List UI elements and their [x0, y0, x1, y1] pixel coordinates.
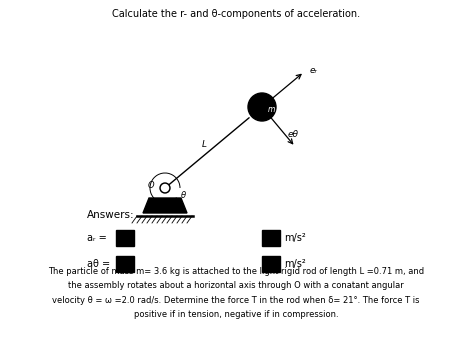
Text: The particle of mass m= 3.6 kg is attached to the light rigid rod of length L =0: The particle of mass m= 3.6 kg is attach… — [48, 267, 424, 275]
Text: O: O — [148, 181, 154, 191]
Text: the assembly rotates about a horizontal axis through O with a conatant angular: the assembly rotates about a horizontal … — [68, 281, 404, 290]
Circle shape — [160, 183, 170, 193]
Text: eθ: eθ — [288, 130, 299, 139]
Polygon shape — [143, 198, 187, 213]
Text: L: L — [202, 140, 207, 149]
Text: aᵣ =: aᵣ = — [87, 233, 107, 243]
Circle shape — [248, 93, 276, 121]
Bar — [262, 230, 280, 246]
Text: eᵣ: eᵣ — [309, 66, 317, 75]
Bar — [116, 230, 134, 246]
Bar — [116, 256, 134, 272]
Bar — [262, 256, 280, 272]
Text: m: m — [268, 104, 275, 114]
Text: Answers:: Answers: — [87, 210, 135, 220]
Text: Calculate the r- and θ-components of acceleration.: Calculate the r- and θ-components of acc… — [112, 9, 360, 19]
Text: positive if in tension, negative if in compression.: positive if in tension, negative if in c… — [134, 310, 338, 319]
Text: m/s²: m/s² — [284, 259, 306, 269]
Text: m/s²: m/s² — [284, 233, 306, 243]
Text: θ: θ — [180, 191, 185, 201]
Circle shape — [161, 185, 169, 191]
Text: aθ =: aθ = — [87, 259, 110, 269]
Text: velocity θ̇ = ω =2.0 rad/s. Determine the force T in the rod when δ= 21°. The fo: velocity θ̇ = ω =2.0 rad/s. Determine th… — [52, 295, 420, 305]
